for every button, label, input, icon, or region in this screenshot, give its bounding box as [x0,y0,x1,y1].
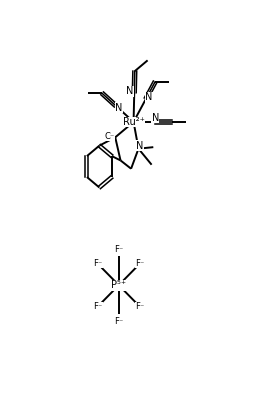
Text: N: N [136,141,143,151]
Text: N: N [152,113,159,123]
Text: F⁻: F⁻ [135,259,144,268]
Text: F⁻: F⁻ [135,302,144,311]
Text: N: N [126,86,134,96]
Text: C⁻: C⁻ [105,132,115,141]
Text: F⁻: F⁻ [93,259,102,268]
Text: N: N [146,92,153,102]
Text: Ru²⁺: Ru²⁺ [123,117,144,127]
Text: N: N [115,103,123,113]
Text: F⁻: F⁻ [114,245,123,254]
Text: F⁻: F⁻ [93,302,102,311]
Text: F⁻: F⁻ [114,317,123,326]
Text: P⁵⁺: P⁵⁺ [111,280,126,290]
